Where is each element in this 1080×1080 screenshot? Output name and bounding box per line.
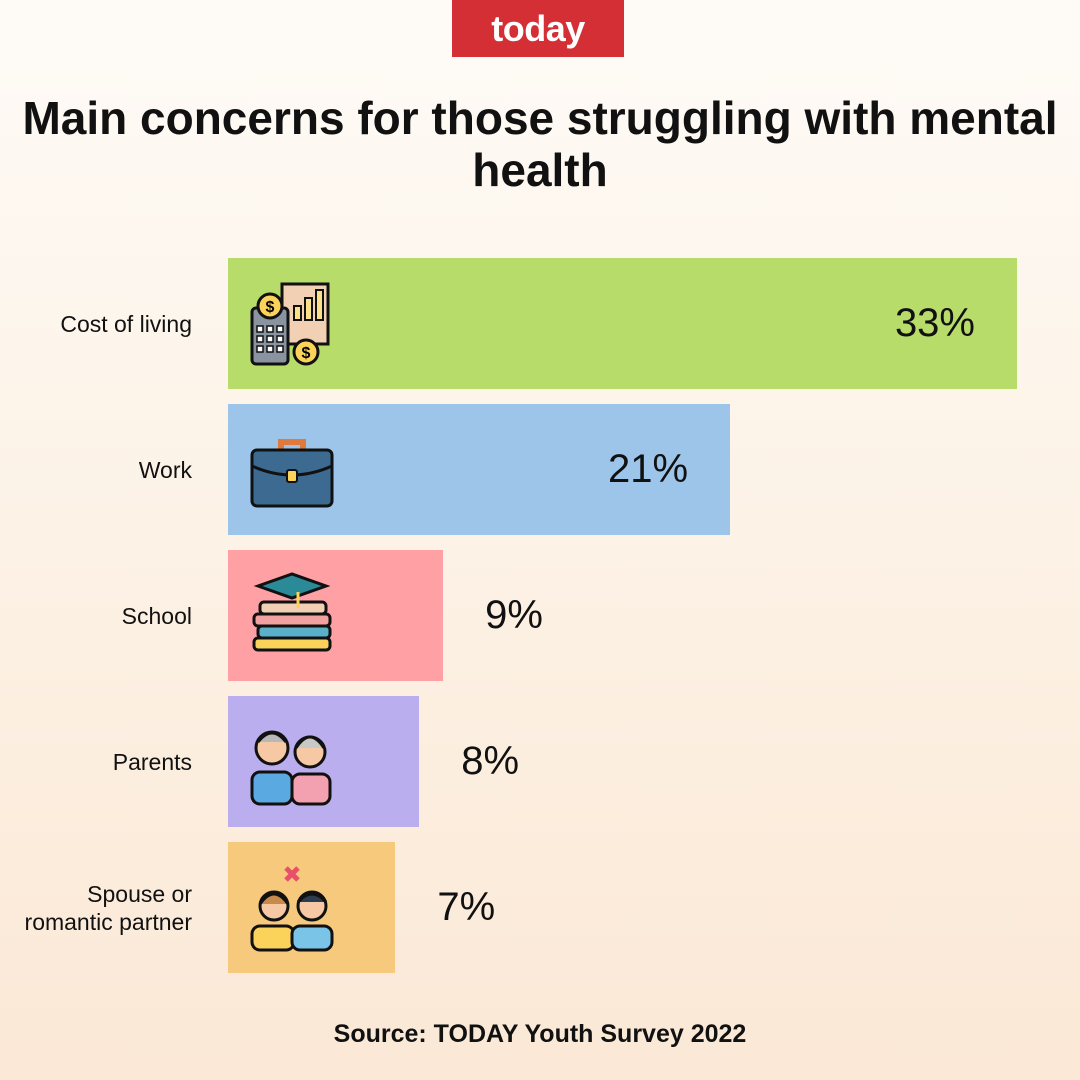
- svg-text:$: $: [302, 345, 311, 362]
- couple-conflict-icon: [248, 864, 336, 952]
- data-label: 7%: [437, 885, 496, 929]
- category-label: Parents: [2, 696, 192, 827]
- briefcase-icon: [248, 426, 336, 514]
- category-label: Cost of living: [2, 258, 192, 389]
- category-label-text: School: [121, 602, 192, 629]
- parents-icon: [248, 718, 336, 806]
- svg-text:$: $: [266, 299, 275, 316]
- bar: [228, 258, 1017, 389]
- data-label: 33%: [894, 301, 975, 345]
- category-label-text: Cost of living: [60, 310, 192, 337]
- chart-title: Main concerns for those struggling with …: [22, 92, 1058, 196]
- today-logo: today: [452, 0, 624, 57]
- calculator-finance-icon: $ $: [248, 280, 336, 368]
- category-label: School: [2, 550, 192, 681]
- category-label: Spouse or romantic partner: [2, 842, 192, 973]
- data-label: 9%: [485, 593, 543, 637]
- books-graduation-cap-icon: [248, 572, 336, 660]
- data-label: 8%: [461, 739, 520, 783]
- data-label: 21%: [608, 447, 689, 491]
- source-note: Source: TODAY Youth Survey 2022: [333, 1020, 747, 1048]
- category-label: Work: [2, 404, 192, 535]
- category-label-text: Parents: [112, 748, 192, 775]
- category-label-text: Spouse or romantic partner: [24, 880, 192, 935]
- category-label-text: Work: [138, 456, 192, 483]
